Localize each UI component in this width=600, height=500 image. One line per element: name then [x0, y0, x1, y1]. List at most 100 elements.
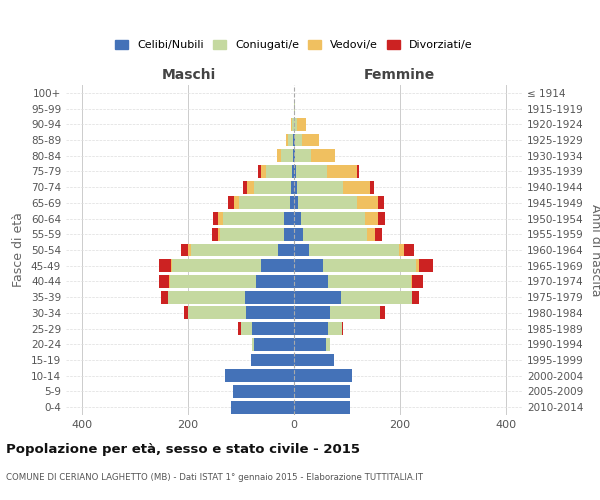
Bar	[294, 306, 330, 320]
Bar	[218, 228, 220, 240]
Bar	[294, 385, 350, 398]
Bar	[311, 150, 335, 162]
Bar	[218, 212, 223, 225]
Bar	[161, 290, 168, 304]
Bar	[399, 244, 404, 256]
Bar	[294, 260, 323, 272]
Bar	[292, 165, 294, 178]
Bar	[301, 212, 365, 225]
Bar	[261, 165, 266, 178]
Bar	[220, 228, 284, 240]
Bar	[233, 385, 294, 398]
Bar	[172, 260, 261, 272]
Bar	[254, 180, 291, 194]
Bar	[330, 306, 380, 320]
Bar	[294, 322, 328, 335]
Bar	[212, 228, 218, 240]
Bar	[294, 212, 301, 225]
Text: Maschi: Maschi	[162, 68, 216, 82]
Bar	[416, 260, 419, 272]
Bar	[302, 134, 319, 146]
Bar	[251, 354, 294, 366]
Text: Femmine: Femmine	[363, 68, 434, 82]
Bar	[181, 244, 188, 256]
Bar	[245, 290, 294, 304]
Bar	[191, 244, 278, 256]
Bar	[228, 196, 234, 209]
Bar	[379, 212, 385, 225]
Bar	[294, 228, 303, 240]
Bar	[294, 150, 295, 162]
Bar	[291, 180, 294, 194]
Bar	[370, 180, 374, 194]
Bar	[342, 322, 343, 335]
Bar	[238, 322, 241, 335]
Bar	[294, 165, 296, 178]
Bar	[296, 118, 306, 130]
Bar	[295, 134, 302, 146]
Bar	[296, 165, 328, 178]
Bar	[294, 118, 296, 130]
Bar	[232, 400, 294, 413]
Bar	[293, 150, 294, 162]
Text: COMUNE DI CERIANO LAGHETTO (MB) - Dati ISTAT 1° gennaio 2015 - Elaborazione TUTT: COMUNE DI CERIANO LAGHETTO (MB) - Dati I…	[6, 472, 423, 482]
Bar	[410, 275, 412, 288]
Bar	[328, 322, 342, 335]
Y-axis label: Fasce di età: Fasce di età	[13, 212, 25, 288]
Bar	[171, 260, 172, 272]
Bar	[284, 212, 294, 225]
Bar	[281, 150, 293, 162]
Bar	[412, 275, 424, 288]
Bar	[247, 180, 254, 194]
Bar	[303, 228, 367, 240]
Bar	[341, 290, 412, 304]
Bar	[292, 118, 294, 130]
Bar	[160, 260, 171, 272]
Bar	[378, 196, 384, 209]
Bar	[328, 165, 356, 178]
Bar	[356, 165, 359, 178]
Bar	[294, 354, 334, 366]
Bar	[294, 400, 350, 413]
Bar	[225, 370, 294, 382]
Bar	[170, 275, 256, 288]
Bar	[241, 322, 251, 335]
Bar	[168, 290, 245, 304]
Bar	[160, 275, 169, 288]
Bar	[261, 260, 294, 272]
Bar	[278, 244, 294, 256]
Bar	[286, 134, 288, 146]
Bar	[367, 228, 374, 240]
Bar	[294, 244, 309, 256]
Bar	[294, 180, 296, 194]
Bar	[259, 165, 261, 178]
Bar	[243, 180, 247, 194]
Bar	[239, 196, 290, 209]
Bar	[277, 150, 281, 162]
Bar	[294, 338, 326, 350]
Bar	[251, 322, 294, 335]
Bar	[404, 244, 414, 256]
Bar	[223, 212, 284, 225]
Bar	[412, 290, 419, 304]
Bar	[256, 275, 294, 288]
Bar	[374, 228, 382, 240]
Text: Popolazione per età, sesso e stato civile - 2015: Popolazione per età, sesso e stato civil…	[6, 442, 360, 456]
Bar	[251, 338, 254, 350]
Bar	[343, 180, 370, 194]
Bar	[284, 228, 294, 240]
Bar	[323, 260, 416, 272]
Bar	[254, 338, 294, 350]
Bar	[296, 180, 343, 194]
Bar	[295, 150, 311, 162]
Bar	[294, 290, 341, 304]
Bar	[188, 306, 246, 320]
Bar	[184, 306, 188, 320]
Bar	[266, 165, 292, 178]
Bar	[380, 306, 385, 320]
Bar	[188, 244, 191, 256]
Bar	[294, 196, 298, 209]
Bar	[294, 370, 352, 382]
Bar	[169, 275, 170, 288]
Bar	[213, 212, 218, 225]
